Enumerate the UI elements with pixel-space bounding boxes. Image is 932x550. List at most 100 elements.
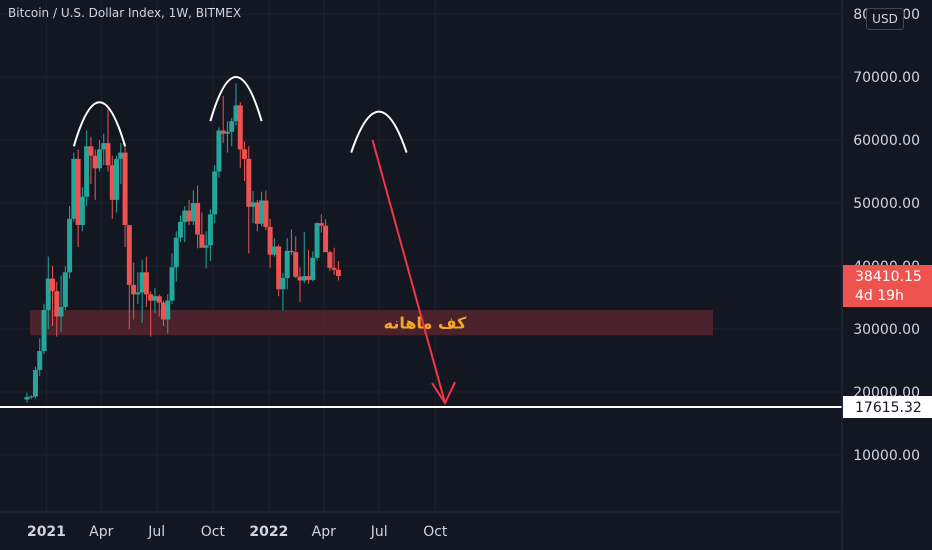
candle-body bbox=[75, 158, 81, 226]
candle-body bbox=[24, 397, 30, 400]
candle-body bbox=[237, 105, 243, 150]
candle-body bbox=[212, 171, 218, 215]
candle-body bbox=[92, 155, 98, 169]
bar-countdown: 4d 19h bbox=[855, 288, 904, 304]
candle-body bbox=[178, 221, 184, 238]
candle-body bbox=[105, 143, 111, 166]
support-zone bbox=[30, 310, 713, 336]
candle-body bbox=[335, 269, 341, 277]
candle-body bbox=[71, 158, 77, 219]
time-tick-label: Oct bbox=[201, 524, 226, 540]
candle-body bbox=[45, 278, 51, 311]
candle-body bbox=[263, 200, 269, 227]
candle-body bbox=[254, 202, 260, 224]
candle-body bbox=[88, 146, 94, 156]
candle-body bbox=[156, 296, 162, 303]
time-tick-label: Apr bbox=[89, 524, 113, 540]
candle-body bbox=[203, 245, 209, 248]
grid bbox=[0, 0, 842, 512]
candle-body bbox=[101, 143, 107, 150]
arc-annotation bbox=[209, 76, 263, 122]
candle-body bbox=[259, 200, 265, 224]
candle-body bbox=[28, 396, 34, 398]
candlestick-series bbox=[24, 83, 341, 403]
candle-body bbox=[37, 351, 43, 370]
arc-annotation bbox=[72, 101, 127, 147]
line-label-value: 17615.32 bbox=[855, 400, 922, 416]
candle-body bbox=[276, 246, 282, 290]
candle-body bbox=[246, 158, 252, 207]
candle-body bbox=[148, 294, 154, 301]
candle-body bbox=[310, 257, 316, 280]
time-tick-label: Jul bbox=[370, 524, 388, 540]
arc-annotation bbox=[350, 110, 408, 153]
time-tick-label: 2022 bbox=[249, 524, 288, 540]
candle-body bbox=[314, 223, 320, 258]
candle-body bbox=[131, 284, 137, 295]
candle-body bbox=[135, 292, 141, 295]
time-tick-label: 2021 bbox=[27, 524, 66, 540]
candle-body bbox=[152, 296, 158, 301]
candle-body bbox=[318, 223, 324, 226]
candle-body bbox=[284, 250, 290, 278]
candle-body bbox=[143, 272, 149, 295]
candle-body bbox=[109, 165, 115, 200]
price-tick-label: 30000.00 bbox=[853, 322, 920, 338]
candle-body bbox=[169, 267, 175, 301]
candle-body bbox=[186, 210, 192, 222]
price-tick-label: 60000.00 bbox=[853, 133, 920, 149]
candle-body bbox=[118, 152, 124, 159]
candle-body bbox=[267, 226, 273, 255]
candle-body bbox=[67, 218, 73, 273]
last-price-box bbox=[843, 265, 932, 308]
candle-body bbox=[50, 278, 56, 292]
line-label-box bbox=[843, 396, 932, 419]
candle-body bbox=[306, 276, 312, 280]
candle-body bbox=[224, 131, 230, 134]
candle-body bbox=[229, 121, 235, 132]
arrow-line bbox=[371, 139, 447, 404]
candle-body bbox=[122, 152, 128, 226]
candle-body bbox=[271, 246, 277, 255]
candle-body bbox=[173, 237, 179, 268]
candle-body bbox=[182, 210, 188, 222]
candle-body bbox=[293, 252, 299, 277]
time-tick-label: Apr bbox=[312, 524, 336, 540]
price-tick-label: 70000.00 bbox=[853, 70, 920, 86]
time-tick-label: Oct bbox=[423, 524, 448, 540]
candle-body bbox=[220, 130, 226, 134]
candle-body bbox=[288, 250, 294, 253]
candle-body bbox=[139, 272, 145, 293]
candle-body bbox=[233, 105, 239, 122]
candle-body bbox=[216, 130, 222, 172]
candle-body bbox=[199, 234, 205, 248]
horizontal-line-label: 17615.32 bbox=[843, 396, 932, 419]
candle-body bbox=[250, 202, 256, 207]
support-zone-label: کف ماهانه bbox=[384, 314, 467, 333]
candle-body bbox=[190, 203, 196, 222]
candle-body bbox=[331, 267, 337, 270]
candle-body bbox=[301, 276, 307, 281]
candle-body bbox=[114, 158, 120, 200]
candle-body bbox=[323, 225, 329, 253]
candle-body bbox=[297, 276, 303, 281]
currency-button[interactable]: USD bbox=[866, 8, 904, 30]
price-tick-label: 50000.00 bbox=[853, 196, 920, 212]
chart-title: Bitcoin / U.S. Dollar Index, 1W, BITMEX bbox=[8, 6, 242, 20]
price-tick-label: 10000.00 bbox=[853, 448, 920, 464]
annotations bbox=[72, 76, 456, 406]
time-axis[interactable]: 2021 Apr Jul Oct 2022 Apr Jul Oct bbox=[27, 524, 448, 540]
candle-body bbox=[160, 302, 166, 320]
last-price-value: 38410.15 bbox=[855, 269, 922, 285]
candle-body bbox=[195, 203, 201, 235]
candle-body bbox=[54, 291, 60, 317]
candle-body bbox=[126, 225, 132, 285]
candle-body bbox=[327, 252, 333, 268]
candle-body bbox=[62, 272, 68, 307]
candle-body bbox=[58, 306, 64, 317]
candle-body bbox=[207, 214, 213, 246]
candle-body bbox=[84, 146, 90, 197]
candle-body bbox=[79, 196, 85, 226]
